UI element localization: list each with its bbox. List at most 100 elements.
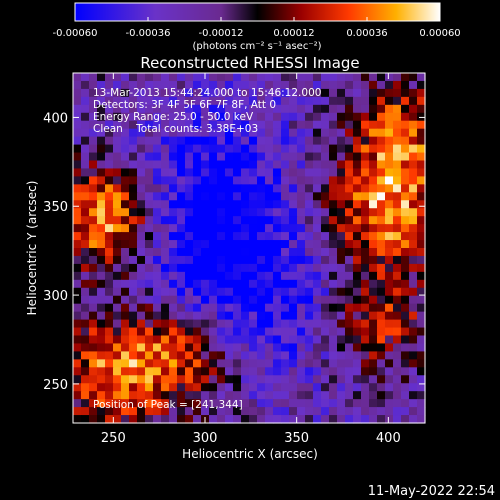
heatmap-cell [153,200,162,209]
heatmap-cell [249,367,258,376]
heatmap-cell [241,120,250,130]
heatmap-cell [153,319,162,329]
heatmap-cell [113,311,122,321]
heatmap-cell [313,216,322,225]
heatmap-cell [153,88,162,98]
heatmap-cell [105,128,114,138]
heatmap-cell [185,383,194,392]
heatmap-cell [401,391,410,400]
heatmap-cell [153,295,162,305]
heatmap-cell [161,319,170,329]
heatmap-cell [265,88,274,98]
heatmap-cell [337,152,346,162]
heatmap-cell [385,375,394,384]
heatmap-cell [201,208,210,217]
heatmap-cell [361,224,370,233]
heatmap-cell [81,88,90,98]
heatmap-cell [129,152,138,162]
heatmap-cell [161,96,170,106]
heatmap-cell [385,399,394,408]
heatmap-cell [193,88,202,98]
heatmap-cell [137,176,146,185]
heatmap-cell [313,383,322,392]
heatmap-cell [281,200,290,209]
heatmap-cell [345,407,354,416]
heatmap-cell [113,112,122,122]
heatmap-cell [241,279,250,289]
heatmap-cell [361,168,370,177]
heatmap-cell [345,208,354,217]
heatmap-cell [369,295,378,305]
heatmap-cell [217,351,226,360]
heatmap-cell [145,184,154,193]
heatmap-cell [313,120,322,130]
heatmap-cell [225,391,234,400]
heatmap-cell [345,232,354,241]
heatmap-cell [113,287,122,297]
colorbar-tick-label: 0.00060 [419,28,460,39]
heatmap-cell [169,319,178,329]
heatmap-cell [337,144,346,154]
x-axis-label: Heliocentric X (arcsec) [182,447,318,461]
heatmap-cell [281,104,290,114]
heatmap-cell [97,192,106,201]
heatmap-cell [401,295,410,305]
heatmap-cell [393,367,402,376]
heatmap-cell [329,168,338,177]
heatmap-cell [105,112,114,122]
heatmap-cell [369,144,378,154]
heatmap-cell [233,359,242,368]
heatmap-cell [409,128,418,138]
heatmap-cell [209,128,218,138]
heatmap-cell [385,112,394,122]
heatmap-cell [153,287,162,297]
heatmap-cell [145,192,154,201]
heatmap-cell [105,271,114,281]
heatmap-cell [105,88,114,98]
heatmap-cell [113,359,122,368]
heatmap-cell [121,144,130,154]
heatmap-cell [153,271,162,281]
heatmap-cell [249,375,258,384]
heatmap-cell [353,200,362,209]
heatmap-cell [417,319,426,329]
heatmap-cell [417,335,426,345]
heatmap-cell [369,200,378,209]
heatmap-cell [97,176,106,185]
heatmap-cell [137,311,146,321]
heatmap-cell [281,192,290,201]
heatmap-cell [105,216,114,225]
heatmap-cell [169,128,178,138]
heatmap-cell [393,160,402,170]
heatmap-cell [273,383,282,392]
heatmap-cell [169,168,178,177]
heatmap-cell [337,303,346,313]
heatmap-cell [401,232,410,241]
heatmap-cell [337,327,346,337]
heatmap-cell [193,359,202,368]
heatmap-cell [145,224,154,233]
heatmap-cell [177,224,186,233]
heatmap-cell [313,327,322,337]
heatmap-cell [281,128,290,138]
heatmap-cell [145,263,154,273]
heatmap-cell [305,152,314,162]
heatmap-cell [297,407,306,416]
heatmap-cell [377,168,386,177]
heatmap-cell [145,96,154,106]
heatmap-cell [321,176,330,185]
heatmap-cell [377,319,386,329]
colorbar-tick-label: -0.00012 [199,28,244,39]
heatmap-cell [201,303,210,313]
heatmap-cell [97,391,106,400]
heatmap-cell [161,248,170,257]
heatmap-cell [201,311,210,321]
heatmap-cell [305,168,314,177]
heatmap-cell [89,295,98,305]
heatmap-cell [81,168,90,177]
heatmap-cell [177,200,186,209]
heatmap-cell [265,295,274,305]
heatmap-cell [393,343,402,352]
heatmap-cell [297,248,306,257]
heatmap-cell [225,192,234,201]
